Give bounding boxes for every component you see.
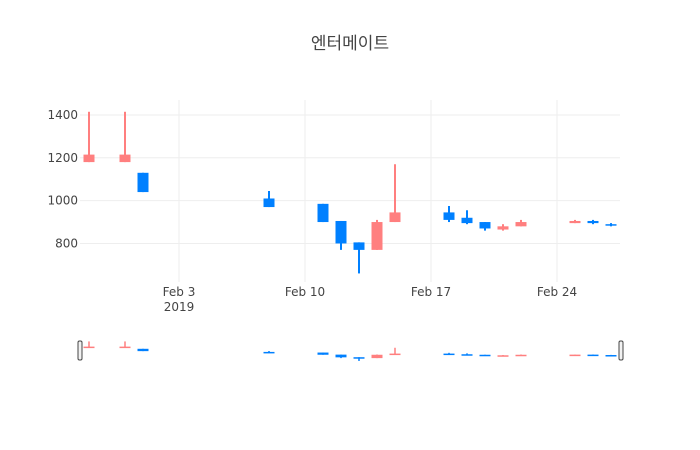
slider-candle-body — [137, 348, 149, 352]
candle-body — [83, 154, 95, 163]
candle[interactable] — [389, 164, 401, 223]
slider-candle-body — [119, 346, 131, 349]
y-tick-label: 1200 — [47, 151, 78, 165]
slider-candle-body — [371, 354, 383, 359]
slider-candle-body — [497, 355, 509, 357]
slider-candle-body — [353, 357, 365, 359]
candle-body — [497, 226, 509, 230]
slider-candle — [443, 352, 455, 356]
candle-body — [335, 220, 347, 244]
slider-candle-body — [317, 352, 329, 355]
slider-candle — [569, 354, 581, 357]
slider-candle — [335, 354, 347, 359]
candle[interactable] — [335, 220, 347, 250]
candle[interactable] — [443, 205, 455, 223]
candle[interactable] — [119, 111, 131, 163]
slider-candle-body — [83, 346, 95, 349]
slider-candle-body — [515, 354, 527, 357]
slider-candle — [461, 353, 473, 356]
candle-body — [317, 203, 329, 223]
candle-body — [479, 222, 491, 229]
slider-candle — [263, 351, 275, 354]
candle-body — [371, 222, 383, 250]
candle[interactable] — [569, 219, 581, 224]
y-tick-label: 800 — [55, 236, 78, 250]
candle-body — [443, 212, 455, 220]
grid — [80, 100, 620, 282]
candle-body — [515, 222, 527, 227]
slider-candle-body — [263, 351, 275, 354]
slider-candle — [479, 354, 491, 357]
candle[interactable] — [353, 242, 365, 274]
candle[interactable] — [479, 222, 491, 231]
candle[interactable] — [263, 191, 275, 208]
slider-candle — [389, 347, 401, 356]
candle-body — [137, 172, 149, 193]
candle-body — [119, 154, 131, 163]
candle-body — [587, 220, 599, 224]
y-tick-label: 1000 — [47, 194, 78, 208]
slider-candle-body — [587, 354, 599, 357]
slider-candle — [119, 341, 131, 349]
candle[interactable] — [83, 111, 95, 163]
x-tick-label: Feb 10 — [285, 285, 325, 299]
slider-candle — [353, 357, 365, 361]
slider-candle — [587, 354, 599, 357]
slider-candle — [317, 352, 329, 355]
candle-body — [389, 212, 401, 223]
slider-candle — [497, 355, 509, 357]
slider-left-handle[interactable] — [77, 340, 83, 361]
slider-candle — [371, 354, 383, 359]
x-tick-label: Feb 24 — [537, 285, 577, 299]
candle-body — [461, 217, 473, 224]
candle[interactable] — [515, 219, 527, 227]
slider-candle — [515, 354, 527, 357]
y-axis: 800 1000 1200 1400 — [47, 108, 78, 250]
slider-candle-body — [479, 354, 491, 357]
candle[interactable] — [605, 223, 617, 227]
candles[interactable] — [83, 111, 617, 274]
slider-candle-body — [335, 354, 347, 358]
slider-candle-body — [569, 354, 581, 357]
slider-candle — [83, 341, 95, 349]
candle[interactable] — [587, 219, 599, 225]
chart-title: 엔터메이트 — [311, 34, 389, 54]
slider-candle-body — [443, 353, 455, 356]
candle-body — [263, 198, 275, 208]
candle[interactable] — [137, 172, 149, 193]
range-slider[interactable] — [77, 340, 624, 361]
slider-candle — [137, 348, 149, 352]
x-tick-label: Feb 3 — [163, 285, 196, 299]
candle-body — [353, 242, 365, 250]
candle-body — [569, 220, 581, 224]
candle[interactable] — [497, 224, 509, 231]
candle[interactable] — [317, 203, 329, 223]
slider-candle — [605, 354, 617, 357]
x-tick-year-label: 2019 — [164, 300, 195, 314]
candle-body — [605, 224, 617, 226]
slider-candle-body — [389, 353, 401, 356]
candle[interactable] — [371, 219, 383, 250]
slider-candle-body — [605, 355, 617, 357]
x-tick-label: Feb 17 — [411, 285, 451, 299]
slider-right-handle[interactable] — [618, 340, 624, 361]
candle[interactable] — [461, 210, 473, 225]
y-tick-label: 1400 — [47, 108, 78, 122]
slider-candle-body — [461, 354, 473, 356]
